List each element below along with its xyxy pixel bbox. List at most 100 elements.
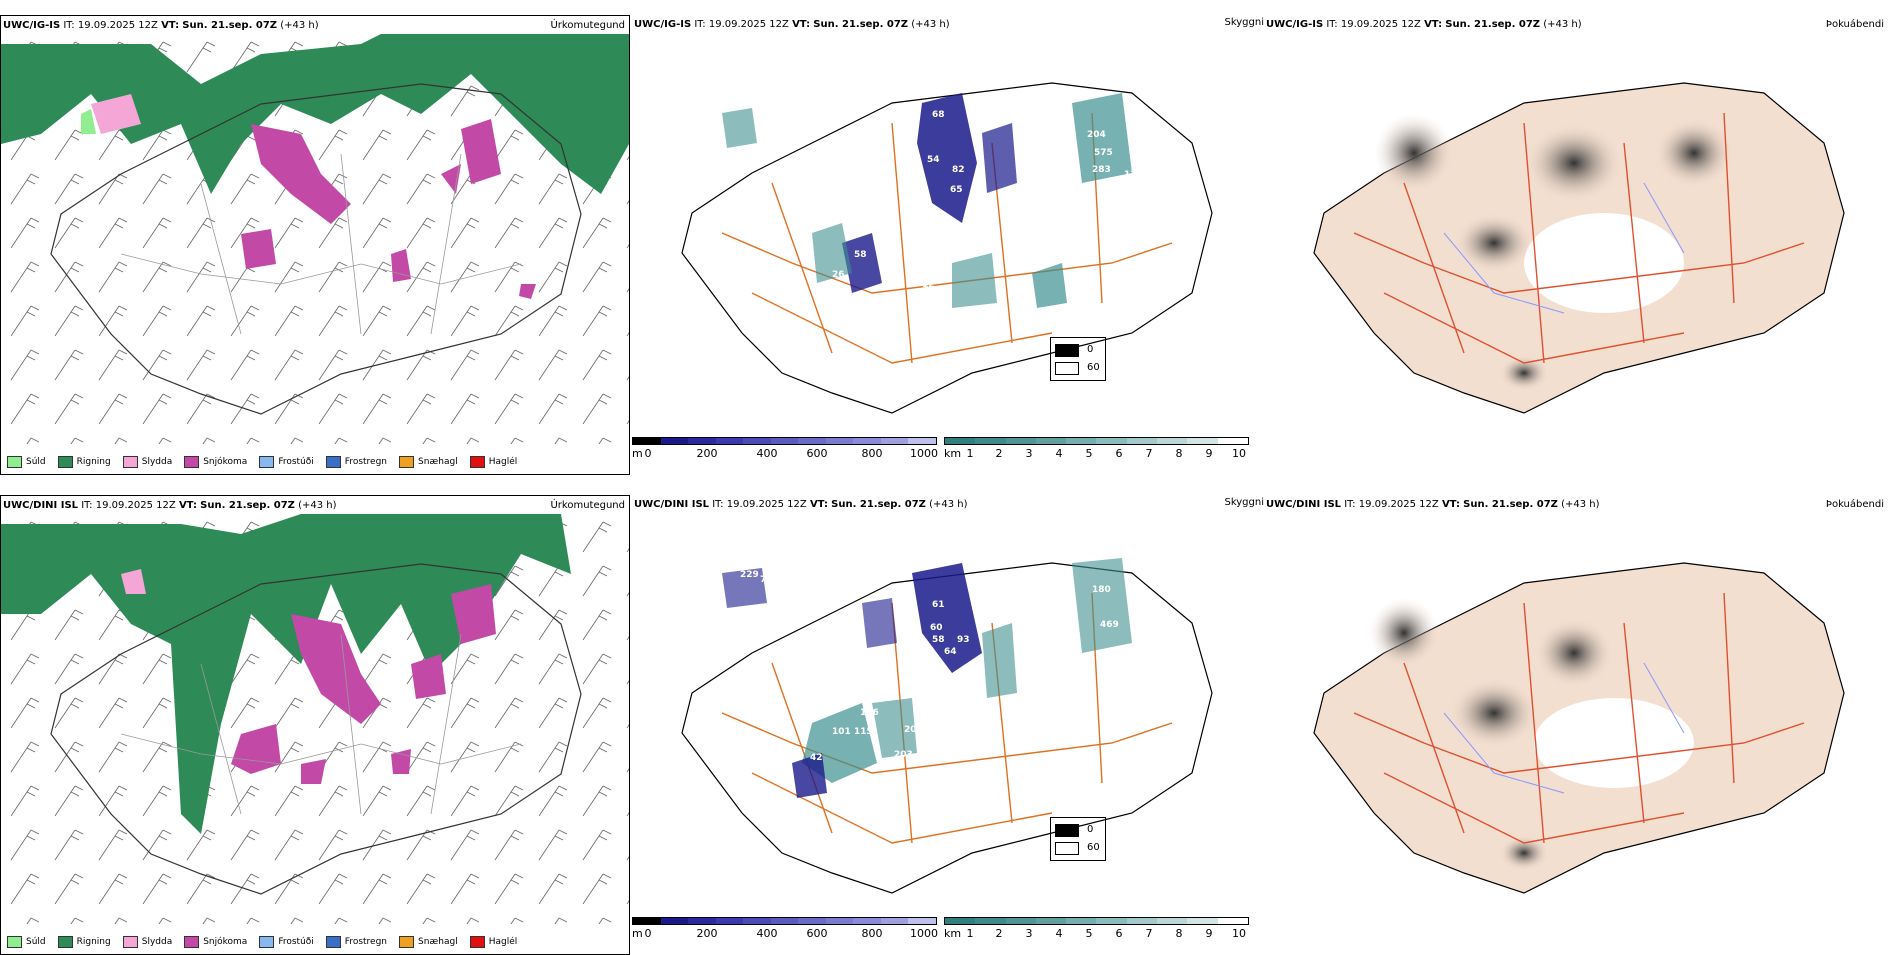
- cbar-tick: 800: [861, 927, 883, 940]
- vis-value: 42: [810, 753, 823, 763]
- vis-value: 61: [932, 600, 945, 610]
- fog-label: 60: [1087, 842, 1100, 853]
- vis-value: 60: [930, 623, 943, 633]
- vis-value: 76: [760, 575, 773, 585]
- fog-swatch-dark: [1055, 344, 1079, 357]
- iceland-outline: [50, 83, 582, 415]
- panel-title: UWC/IG-IS IT: 19.09.2025 12Z VT: Sun. 21…: [3, 20, 319, 31]
- visibility-map: [681, 82, 1213, 414]
- cbar-unit: m: [632, 927, 643, 940]
- vis-value: 58: [932, 635, 945, 645]
- cbar-unit: m: [632, 447, 643, 460]
- cbar-tick: 600: [806, 927, 828, 940]
- legend-item: Rigning: [57, 936, 111, 948]
- panel-type-label: Úrkomutegund: [550, 20, 625, 31]
- fog-legend: 0 60: [1050, 817, 1106, 861]
- fog-map: [1313, 562, 1845, 894]
- swatch: [57, 456, 73, 468]
- cbar-tick: 5: [1085, 927, 1093, 940]
- legend-item: Frostúði: [259, 936, 314, 948]
- cbar-unit: km: [944, 927, 962, 940]
- fog-legend: 0 60: [1050, 337, 1106, 381]
- cbar-tick: 6: [1115, 927, 1123, 940]
- legend-item: Slydda: [122, 936, 172, 948]
- swatch: [122, 456, 138, 468]
- cbar-tick: 1000: [910, 447, 938, 460]
- panel-title: UWC/DINI ISL IT: 19.09.2025 12Z VT: Sun.…: [3, 500, 337, 511]
- snow-area: [251, 124, 351, 224]
- legend-item: Haglél: [469, 456, 517, 468]
- fog-panel-2: UWC/DINI ISL IT: 19.09.2025 12Z VT: Sun.…: [1050, 495, 1894, 955]
- iceland-outline: [681, 82, 1213, 414]
- cbar-tick: 3: [1025, 927, 1033, 940]
- panel-type-label: Þokuábendi: [1825, 499, 1884, 510]
- visibility-panel-1: UWC/IG-IS IT: 19.09.2025 12Z VT: Sun. 21…: [632, 15, 1264, 475]
- snow-area: [291, 614, 381, 724]
- swatch: [259, 456, 275, 468]
- fog-label: 0: [1087, 344, 1094, 355]
- cbar-m: m 0 200 400 600 800 1000: [632, 437, 942, 460]
- legend-item: Frostregn: [325, 936, 387, 948]
- cbar-tick: 400: [756, 927, 778, 940]
- cbar-unit: km: [944, 447, 962, 460]
- cbar-tick: 4: [1055, 927, 1063, 940]
- swatch: [469, 456, 485, 468]
- swatch: [399, 456, 415, 468]
- vis-value: 26: [832, 270, 845, 280]
- legend-item: Súld: [7, 936, 46, 948]
- cbar-tick: 9: [1205, 927, 1213, 940]
- swatch: [184, 936, 200, 948]
- vis-value: 204: [1087, 130, 1106, 140]
- panel-title: UWC/DINI ISL IT: 19.09.2025 12Z VT: Sun.…: [634, 499, 968, 510]
- rain-area: [1, 34, 629, 194]
- cbar-tick: 10: [1232, 927, 1246, 940]
- cbar-tick: 0: [644, 927, 652, 940]
- vis-value: 232: [1112, 265, 1131, 275]
- cbar-bar: [632, 437, 937, 445]
- panel-type-label: Þokuábendi: [1825, 19, 1884, 30]
- cbar-tick: 800: [861, 447, 883, 460]
- precip-legend: Súld Rigning Slydda Snjókoma Frostúði Fr…: [7, 936, 517, 948]
- swatch: [122, 936, 138, 948]
- vis-value: 575: [1094, 148, 1113, 158]
- vis-value: 12: [922, 280, 935, 290]
- cbar-tick: 200: [696, 927, 718, 940]
- legend-item: Rigning: [57, 456, 111, 468]
- vis-value: 101: [832, 727, 851, 737]
- fog-swatch-dark: [1055, 824, 1079, 837]
- precip-type-panel-1: UWC/IG-IS IT: 19.09.2025 12Z VT: Sun. 21…: [0, 15, 630, 475]
- visibility-map: [681, 558, 1213, 894]
- cbar-tick: 0: [644, 447, 652, 460]
- panel-title: UWC/DINI ISL IT: 19.09.2025 12Z VT: Sun.…: [1266, 499, 1600, 510]
- vis-value: 283: [1092, 165, 1111, 175]
- vis-value: 156: [860, 708, 879, 718]
- legend-item: Snjókoma: [184, 936, 247, 948]
- panel-title: UWC/IG-IS IT: 19.09.2025 12Z VT: Sun. 21…: [634, 19, 950, 30]
- swatch: [259, 936, 275, 948]
- vis-value: 64: [944, 647, 957, 657]
- precip-legend: Súld Rigning Slydda Snjókoma Frostúði Fr…: [7, 456, 517, 468]
- legend-item: Súld: [7, 456, 46, 468]
- cbar-tick: 2: [995, 927, 1003, 940]
- cbar-tick: 8: [1175, 447, 1183, 460]
- vis-value: 82: [952, 165, 965, 175]
- cbar-tick: 7: [1145, 447, 1153, 460]
- iceland-outline: [681, 562, 1213, 894]
- cbar-tick: 2: [995, 447, 1003, 460]
- vis-value: 93: [1042, 215, 1055, 225]
- legend-item: Snjókoma: [184, 456, 247, 468]
- vis-value: 229: [740, 570, 759, 580]
- cbar-bar: [944, 437, 1249, 445]
- cbar-tick: 6: [1115, 447, 1123, 460]
- vis-value: 115: [854, 727, 873, 737]
- panel-type-label: Úrkomutegund: [550, 500, 625, 511]
- vis-value: 110: [914, 660, 933, 670]
- legend-item: Frostúði: [259, 456, 314, 468]
- panel-type-label: Skyggni: [1224, 17, 1264, 28]
- vis-value: 58: [854, 250, 867, 260]
- swatch: [7, 456, 22, 468]
- cbar-tick: 7: [1145, 927, 1153, 940]
- swatch: [399, 936, 415, 948]
- cbar-tick: 8: [1175, 927, 1183, 940]
- vis-value: 12: [907, 385, 920, 395]
